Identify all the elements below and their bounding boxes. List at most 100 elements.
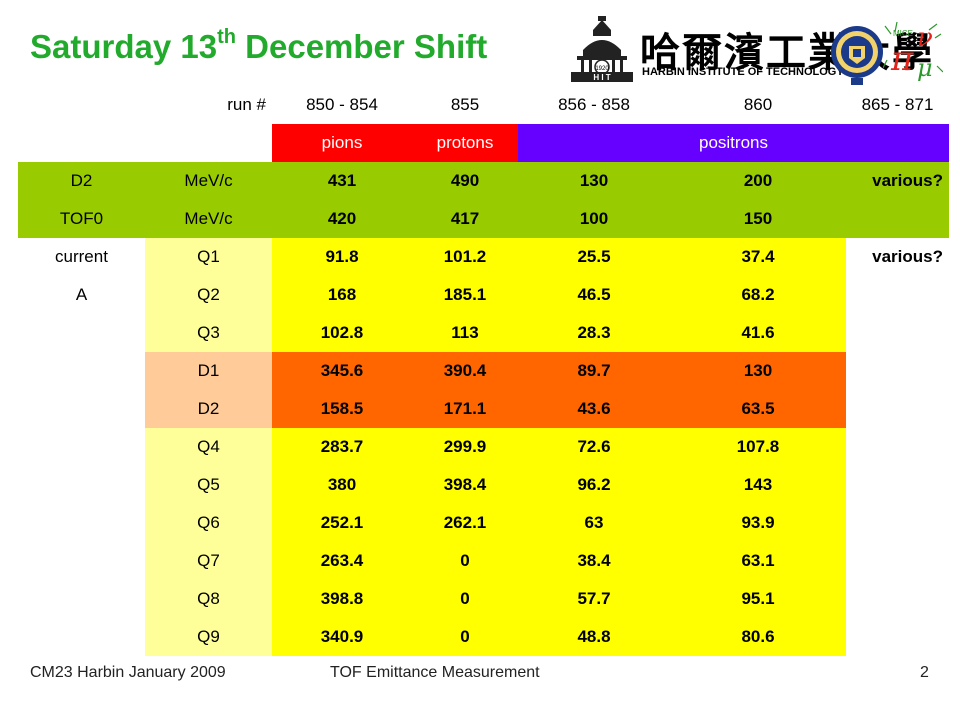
magnet-value: 57.7 <box>518 580 670 618</box>
magnet-value: 63.5 <box>670 390 846 428</box>
magnet-value: 168 <box>272 276 412 314</box>
magnet-label-q6: Q6 <box>145 504 272 542</box>
tower-year: 1920 <box>595 66 609 72</box>
hit-chinese-name: 哈爾濱工業大學 <box>640 29 934 76</box>
magnet-label-d1: D1 <box>145 352 272 390</box>
magnet-value: 95.1 <box>670 580 846 618</box>
d2-momentum-label: D2 <box>18 162 145 200</box>
run-range-2: 855 <box>450 95 480 114</box>
tof0-momentum-value: 150 <box>670 200 846 238</box>
hit-wordmark: 哈爾濱工業大學 HARBIN INSTITUTE OF TECHNOLOGY <box>640 20 932 82</box>
magnet-value: 37.4 <box>670 238 846 276</box>
footer-page-number: 2 <box>920 664 929 681</box>
magnet-value: 185.1 <box>412 276 518 314</box>
magnet-value: 72.6 <box>518 428 670 466</box>
title-suffix: December Shift <box>235 28 488 65</box>
blank-cell <box>18 86 145 124</box>
tof0-momentum-unit: MeV/c <box>145 200 272 238</box>
tof0-momentum-value: 100 <box>518 200 670 238</box>
particle-pions: pions <box>272 124 412 162</box>
magnet-value: 143 <box>670 466 846 504</box>
magnet-value: 158.5 <box>272 390 412 428</box>
title-superscript: th <box>217 26 236 48</box>
magnet-value: 380 <box>272 466 412 504</box>
magnet-value: 398.8 <box>272 580 412 618</box>
tof0-momentum-value: 417 <box>412 200 518 238</box>
magnet-value: 91.8 <box>272 238 412 276</box>
magnet-value: 63 <box>518 504 670 542</box>
tof0-momentum-value: 420 <box>272 200 412 238</box>
magnet-value: 63.1 <box>670 542 846 580</box>
mice-letters: MICE <box>893 29 913 38</box>
slide-title: Saturday 13th December Shift <box>30 26 488 66</box>
magnet-label-q2: Q2 <box>145 276 272 314</box>
magnet-value: 345.6 <box>272 352 412 390</box>
magnet-value: 48.8 <box>518 618 670 656</box>
footer-talk-title: TOF Emittance Measurement <box>330 664 540 681</box>
run-range-3: 856 - 858 <box>558 95 630 114</box>
tof0-momentum-label: TOF0 <box>18 200 145 238</box>
university-seal-logo <box>831 26 883 85</box>
d2-momentum-value: 490 <box>412 162 518 200</box>
magnet-value: 38.4 <box>518 542 670 580</box>
current-label: current <box>55 247 108 266</box>
mu-glyph: μ <box>917 54 933 82</box>
run-header-label: run # <box>227 95 266 114</box>
magnet-value: 89.7 <box>518 352 670 390</box>
tof0-empty-cell <box>846 200 949 238</box>
magnet-value: 398.4 <box>412 466 518 504</box>
magnet-label-q1: Q1 <box>145 238 272 276</box>
magnet-label-q9: Q9 <box>145 618 272 656</box>
magnet-value: 263.4 <box>272 542 412 580</box>
d2-momentum-value: 200 <box>670 162 846 200</box>
magnet-value: 0 <box>412 542 518 580</box>
magnet-value: 113 <box>412 314 518 352</box>
magnet-label-q8: Q8 <box>145 580 272 618</box>
magnet-value: 390.4 <box>412 352 518 390</box>
d2-momentum-value: various? <box>846 162 949 200</box>
magnet-label-q3: Q3 <box>145 314 272 352</box>
magnet-value: 283.7 <box>272 428 412 466</box>
magnet-value: 96.2 <box>518 466 670 504</box>
settings-table: run # 850 - 854 855 856 - 858 860 865 - … <box>18 86 949 656</box>
hit-english-name: HARBIN INSTITUTE OF TECHNOLOGY <box>642 66 844 78</box>
magnet-label-q4: Q4 <box>145 428 272 466</box>
hit-tower-logo: 1920 H I T <box>567 16 637 86</box>
magnet-value: 28.3 <box>518 314 670 352</box>
magnet-value: 340.9 <box>272 618 412 656</box>
run-range-4: 860 <box>743 95 773 114</box>
particle-protons: protons <box>412 124 518 162</box>
magnet-value: 25.5 <box>518 238 670 276</box>
magnet-value: 80.6 <box>670 618 846 656</box>
magnet-value: 68.2 <box>670 276 846 314</box>
magnet-value: 171.1 <box>412 390 518 428</box>
magnet-value: 107.8 <box>670 428 846 466</box>
d2-momentum-unit: MeV/c <box>145 162 272 200</box>
mice-logo: π ν μ MICE <box>883 21 943 82</box>
magnet-value: 93.9 <box>670 504 846 542</box>
magnet-value: 0 <box>412 580 518 618</box>
run-range-5: 865 - 871 <box>861 95 934 114</box>
run-range-1: 850 - 854 <box>306 95 378 114</box>
magnet-value: 46.5 <box>518 276 670 314</box>
current-note: various? <box>872 247 943 266</box>
magnet-value: 252.1 <box>272 504 412 542</box>
current-unit: A <box>75 285 88 304</box>
d2-momentum-value: 130 <box>518 162 670 200</box>
magnet-value: 299.9 <box>412 428 518 466</box>
footer-meeting: CM23 Harbin January 2009 <box>30 664 226 681</box>
magnet-value: 262.1 <box>412 504 518 542</box>
tower-letters: H I T <box>593 73 610 82</box>
magnet-value: 102.8 <box>272 314 412 352</box>
magnet-label-q7: Q7 <box>145 542 272 580</box>
particle-positrons: positrons <box>518 124 949 162</box>
magnet-value: 43.6 <box>518 390 670 428</box>
title-prefix: Saturday 13 <box>30 28 218 65</box>
d2-momentum-value: 431 <box>272 162 412 200</box>
nu-glyph: ν <box>917 23 933 53</box>
magnet-value: 0 <box>412 618 518 656</box>
magnet-label-d2: D2 <box>145 390 272 428</box>
magnet-value: 101.2 <box>412 238 518 276</box>
magnet-value: 130 <box>670 352 846 390</box>
magnet-label-q5: Q5 <box>145 466 272 504</box>
